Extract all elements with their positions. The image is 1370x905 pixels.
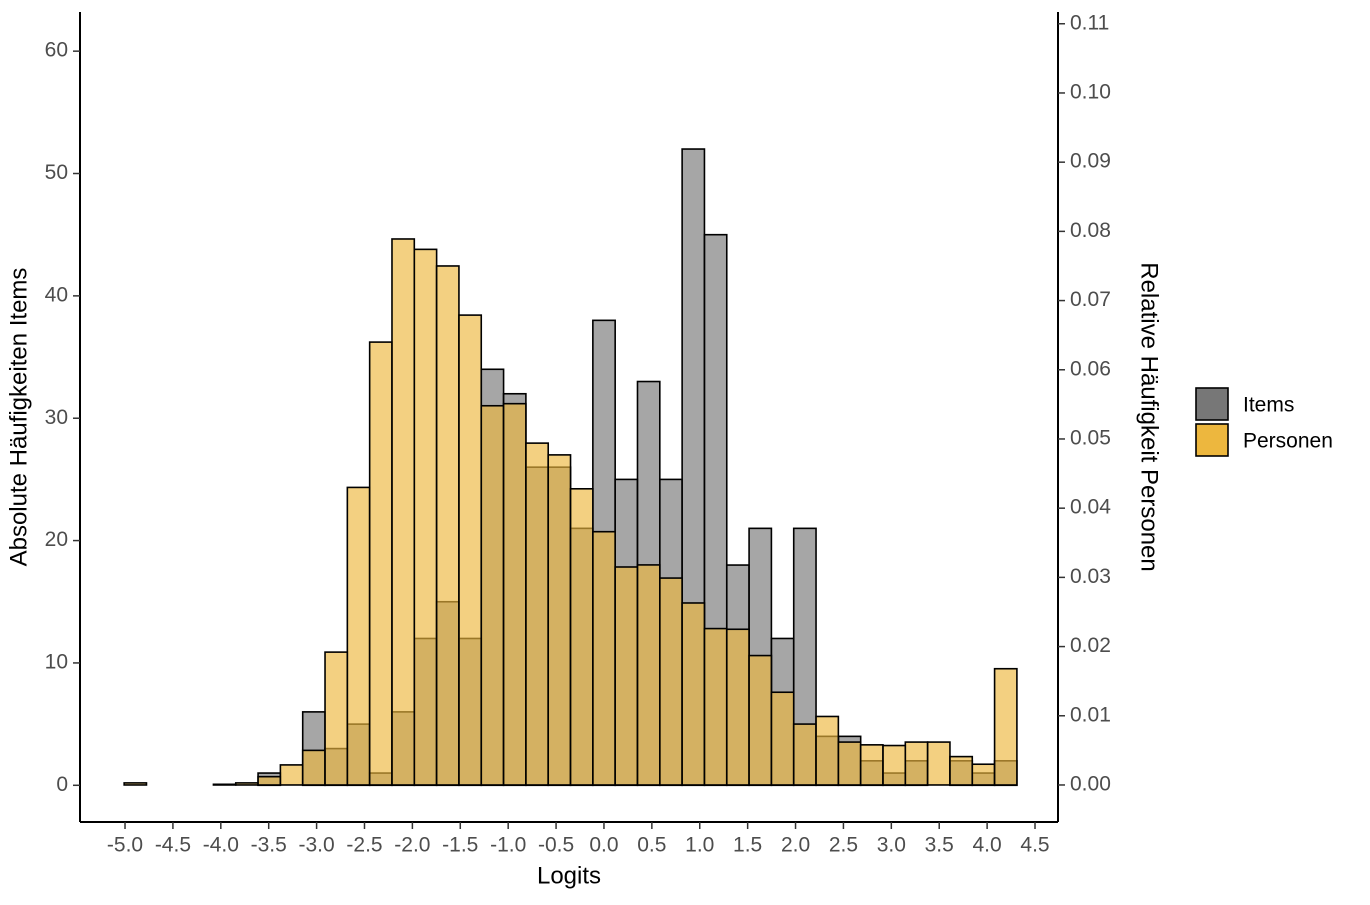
y-tick-label: 0 [56,773,68,796]
x-tick-label: -2.5 [346,834,382,857]
bar [815,715,840,786]
y2-tick-label: 0.07 [1070,288,1111,311]
bar [480,404,505,786]
bar [792,723,817,786]
bar [882,744,907,786]
bar [614,566,639,786]
y2-tick-label: 0.04 [1070,496,1111,519]
x-tick-label: 1.5 [733,834,762,857]
bar [770,691,795,786]
y-tick-label: 60 [45,39,68,62]
x-tick-label: 3.5 [925,834,954,857]
y2-tick-label: 0.09 [1070,150,1111,173]
x-tick-label: 1.0 [685,834,714,857]
bar [547,454,572,786]
legend-swatch [1195,387,1229,421]
y-tick-label: 30 [45,406,68,429]
bar [926,741,951,786]
bar [324,651,349,786]
y2-tick-label: 0.06 [1070,357,1111,380]
bar [659,577,683,786]
x-tick-label: -5.0 [107,834,143,857]
bar [592,530,616,786]
x-tick-label: 0.0 [589,834,618,857]
bar [681,602,706,786]
bar [123,782,148,786]
x-tick-label: -3.5 [251,834,287,857]
x-tick-label: -3.0 [299,834,335,857]
x-tick-label: 4.5 [1020,834,1049,857]
y2-tick-label: 0.03 [1070,565,1111,588]
bar [279,764,304,786]
y2-tick-label: 0.11 [1070,11,1109,34]
x-axis-title: Logits [537,862,601,889]
bar [413,248,438,786]
bar [346,486,371,786]
bar [971,763,996,786]
x-tick-label: -1.0 [490,834,526,857]
bar [257,775,282,786]
x-tick-label: 4.0 [973,834,1002,857]
y2-tick-label: 0.10 [1070,81,1111,104]
bar [703,627,728,786]
y2-axis-title: Relative Häufigkeit Personen [1136,262,1163,572]
y2-tick-label: 0.02 [1070,634,1111,657]
legend-swatch [1195,423,1229,457]
x-tick-label: -4.5 [155,834,191,857]
y2-tick-label: 0.05 [1070,427,1111,450]
bar [525,442,550,786]
y-axis-title: Absolute Häufigkeiten Items [5,268,32,567]
y-tick-label: 10 [45,650,68,673]
bar [234,782,259,786]
bar [212,783,237,786]
bar [949,755,974,786]
bar [569,487,594,786]
y-tick-label: 20 [45,528,68,551]
x-tick-label: 0.5 [637,834,666,857]
bar [368,341,393,786]
x-tick-label: 2.0 [781,834,810,857]
legend-label: Personen [1243,430,1333,453]
y2-tick-label: 0.01 [1070,703,1111,726]
x-tick-label: -1.5 [442,834,478,857]
legend-label: Items [1243,394,1294,417]
bar [837,741,862,786]
y-tick-label: 40 [45,283,68,306]
x-tick-label: 2.5 [829,834,858,857]
bar [502,402,527,786]
bar [435,265,460,786]
bar [859,744,884,786]
bar [391,238,416,786]
bar [904,741,929,786]
bar [993,667,1018,786]
y-tick-label: 50 [45,161,68,184]
bar [301,749,326,786]
x-tick-label: -2.0 [394,834,430,857]
x-tick-label: -0.5 [538,834,574,857]
bar [458,314,483,786]
y2-tick-label: 0.08 [1070,219,1111,242]
x-tick-label: 3.0 [877,834,906,857]
x-tick-label: -4.0 [203,834,239,857]
bar [636,564,661,786]
bar [725,628,750,786]
y2-tick-label: 0.00 [1070,773,1111,796]
bar [748,654,773,786]
